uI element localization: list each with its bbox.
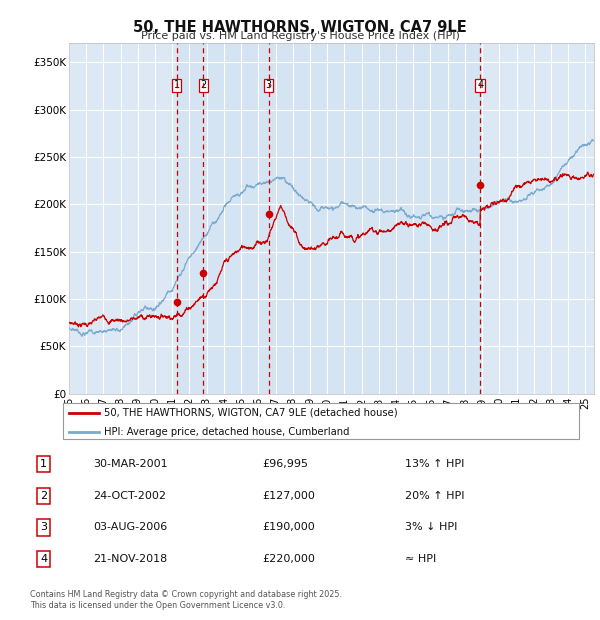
Text: 50, THE HAWTHORNS, WIGTON, CA7 9LE: 50, THE HAWTHORNS, WIGTON, CA7 9LE bbox=[133, 20, 467, 35]
Text: 3% ↓ HPI: 3% ↓ HPI bbox=[406, 523, 458, 533]
Text: £96,995: £96,995 bbox=[262, 459, 308, 469]
Text: Price paid vs. HM Land Registry's House Price Index (HPI): Price paid vs. HM Land Registry's House … bbox=[140, 31, 460, 41]
Text: 03-AUG-2006: 03-AUG-2006 bbox=[94, 523, 168, 533]
Text: 2: 2 bbox=[200, 81, 206, 91]
Text: £190,000: £190,000 bbox=[262, 523, 314, 533]
Text: 24-OCT-2002: 24-OCT-2002 bbox=[94, 490, 166, 501]
Text: 3: 3 bbox=[265, 81, 272, 91]
Text: £220,000: £220,000 bbox=[262, 554, 315, 564]
Text: ≈ HPI: ≈ HPI bbox=[406, 554, 437, 564]
Text: 21-NOV-2018: 21-NOV-2018 bbox=[94, 554, 168, 564]
Text: 4: 4 bbox=[477, 81, 483, 91]
Text: 1: 1 bbox=[173, 81, 179, 91]
FancyBboxPatch shape bbox=[62, 403, 580, 439]
Text: 2: 2 bbox=[40, 490, 47, 501]
Text: £127,000: £127,000 bbox=[262, 490, 315, 501]
Text: 30-MAR-2001: 30-MAR-2001 bbox=[94, 459, 168, 469]
Bar bbox=[176, 43, 480, 394]
Text: 1: 1 bbox=[40, 459, 47, 469]
Text: 50, THE HAWTHORNS, WIGTON, CA7 9LE (detached house): 50, THE HAWTHORNS, WIGTON, CA7 9LE (deta… bbox=[104, 407, 398, 417]
Text: HPI: Average price, detached house, Cumberland: HPI: Average price, detached house, Cumb… bbox=[104, 427, 350, 436]
Text: 3: 3 bbox=[40, 523, 47, 533]
Text: 13% ↑ HPI: 13% ↑ HPI bbox=[406, 459, 465, 469]
Text: 4: 4 bbox=[40, 554, 47, 564]
Text: Contains HM Land Registry data © Crown copyright and database right 2025.
This d: Contains HM Land Registry data © Crown c… bbox=[30, 590, 342, 609]
Text: 20% ↑ HPI: 20% ↑ HPI bbox=[406, 490, 465, 501]
